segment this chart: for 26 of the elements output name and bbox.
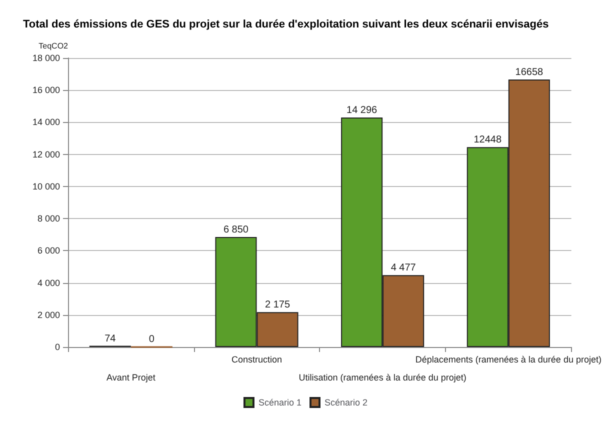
legend-label: Scénario 2 [324,398,368,408]
y-tick-label: 8 000 [37,214,60,224]
x-tick-label: Utilisation (ramenées à la durée du projet) [298,372,466,382]
y-tick-label: 18 000 [32,53,60,63]
x-tick-label: Avant Projet [106,372,156,382]
data-label: 0 [148,334,155,345]
legend-label: Scénario 1 [258,398,302,408]
data-label: 6 850 [223,224,249,236]
y-tick-label: 6 000 [37,246,60,256]
y-tick-label: 14 000 [32,117,60,128]
y-tick-label: 10 000 [32,181,60,192]
data-label: 14 296 [346,104,378,116]
data-label: 74 [104,333,116,344]
y-tick-label: 4 000 [37,278,60,288]
x-tick-label: Construction [231,354,282,364]
data-label: 2 175 [264,300,290,311]
chart-title: Total des émissions de GES du projet sur la durée d'exploitation suivant les deux scénarii envisagés [23,18,549,30]
data-label: 16658 [515,67,544,78]
data-label: 12448 [474,134,502,146]
y-tick-label: 16 000 [32,85,60,96]
y-tick-label: 12 000 [32,149,60,160]
data-label: 4 477 [390,262,416,274]
y-axis-title: TeqCO2 [38,42,69,50]
y-tick-label: 0 [54,342,60,352]
y-tick-label: 2 000 [37,310,60,320]
x-tick-label: Déplacements (ramenées à la durée du projet) [415,354,602,364]
